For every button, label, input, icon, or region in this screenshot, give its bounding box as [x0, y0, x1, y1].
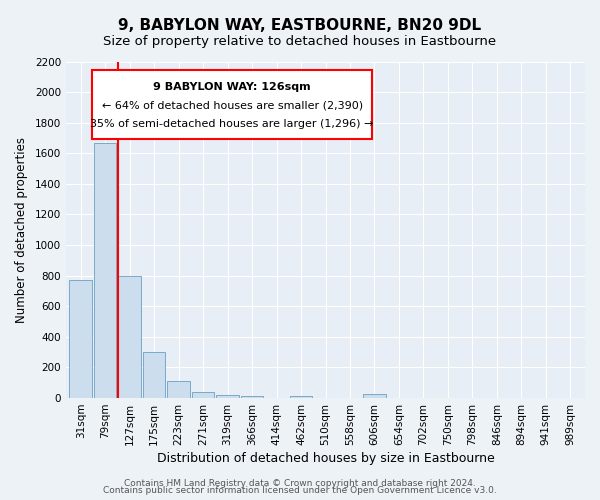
Bar — [192, 392, 214, 398]
Bar — [94, 142, 116, 398]
Bar — [143, 352, 166, 398]
Y-axis label: Number of detached properties: Number of detached properties — [15, 137, 28, 323]
Text: 9, BABYLON WAY, EASTBOURNE, BN20 9DL: 9, BABYLON WAY, EASTBOURNE, BN20 9DL — [118, 18, 482, 32]
Bar — [118, 276, 141, 398]
X-axis label: Distribution of detached houses by size in Eastbourne: Distribution of detached houses by size … — [157, 452, 494, 465]
FancyBboxPatch shape — [92, 70, 372, 139]
Bar — [290, 396, 313, 398]
Bar — [363, 394, 386, 398]
Text: Contains HM Land Registry data © Crown copyright and database right 2024.: Contains HM Land Registry data © Crown c… — [124, 478, 476, 488]
Bar — [241, 396, 263, 398]
Bar — [167, 381, 190, 398]
Bar — [217, 394, 239, 398]
Text: 9 BABYLON WAY: 126sqm: 9 BABYLON WAY: 126sqm — [154, 82, 311, 92]
Bar — [70, 280, 92, 398]
Text: Size of property relative to detached houses in Eastbourne: Size of property relative to detached ho… — [103, 35, 497, 48]
Text: Contains public sector information licensed under the Open Government Licence v3: Contains public sector information licen… — [103, 486, 497, 495]
Text: 35% of semi-detached houses are larger (1,296) →: 35% of semi-detached houses are larger (… — [91, 120, 374, 130]
Text: ← 64% of detached houses are smaller (2,390): ← 64% of detached houses are smaller (2,… — [101, 100, 362, 110]
